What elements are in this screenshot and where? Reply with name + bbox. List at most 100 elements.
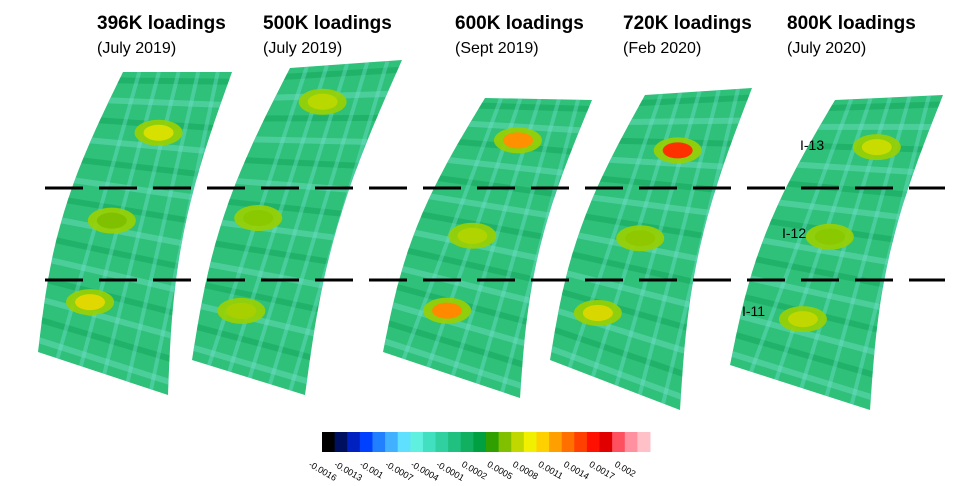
colorbar-tick-label: -0.0004 <box>409 459 440 483</box>
stripe <box>38 251 201 299</box>
stripe <box>38 290 197 346</box>
strain-detail <box>38 72 232 393</box>
panel-subtitle: (July 2020) <box>787 40 866 57</box>
colorbar-swatch <box>574 432 588 452</box>
stripe <box>849 95 931 405</box>
hotspot <box>625 230 656 247</box>
stripe <box>425 154 587 179</box>
colorbar-swatch <box>359 432 373 452</box>
stripe <box>242 114 400 122</box>
stripe <box>383 329 549 398</box>
stripe <box>383 242 559 288</box>
stripe <box>247 63 350 379</box>
hotspot <box>143 124 174 141</box>
colorbar-swatch <box>385 432 399 452</box>
panel-title: 396K loadings <box>97 13 226 34</box>
stripe <box>550 264 715 314</box>
stripe <box>808 100 943 112</box>
stripe <box>192 318 334 367</box>
colorbar-swatch <box>334 432 348 452</box>
colorbar-tick-label: 0.0008 <box>511 459 540 481</box>
colorbar-swatch <box>561 432 575 452</box>
colorbar-swatch <box>586 432 601 452</box>
colorbar-tick-label: 0.0011 <box>537 459 565 481</box>
panel-subtitle: (July 2019) <box>97 40 176 57</box>
strain-detail <box>192 60 402 392</box>
stripe <box>475 98 561 385</box>
colorbar-swatch <box>347 432 361 452</box>
hotspot <box>243 210 274 227</box>
stripe <box>550 300 711 362</box>
stripe <box>222 156 381 170</box>
stripe <box>43 193 211 228</box>
panel: 800K loadings (July 2020) <box>730 13 943 410</box>
hotspot <box>432 302 463 319</box>
colorbar-swatch <box>523 432 537 452</box>
hotspot <box>226 302 257 319</box>
colorbar-tick-label: -0.0007 <box>384 459 415 483</box>
stripe <box>774 160 938 177</box>
panel-subtitle: (Feb 2020) <box>623 40 701 57</box>
colorbar-swatch <box>511 432 525 452</box>
colorbar-tick-label: -0.0016 <box>307 459 338 483</box>
colorbar-swatch <box>599 432 613 452</box>
stripe <box>205 196 364 219</box>
colorbar-swatch <box>549 432 563 452</box>
stripe <box>192 338 331 391</box>
stripe <box>569 191 733 219</box>
colorbar-swatch <box>322 432 336 452</box>
stripe <box>587 155 746 172</box>
stripe <box>262 65 402 82</box>
colorbar-swatch <box>372 432 386 452</box>
panel-title: 720K loadings <box>623 13 752 34</box>
stripe <box>550 336 708 410</box>
panel-title: 800K loadings <box>787 13 916 34</box>
panel: 600K loadings (Sept 2019) <box>383 13 592 398</box>
stripe <box>737 233 914 270</box>
colorbar-tick-label: -0.0013 <box>333 459 364 483</box>
colorbar-swatch <box>473 432 487 452</box>
stripe <box>764 178 931 200</box>
stripe <box>550 245 718 291</box>
strain-detail <box>383 98 592 398</box>
colorbar-swatch <box>498 432 512 452</box>
dashed-lines <box>45 186 945 282</box>
colorbar-swatch <box>422 432 437 452</box>
stripe <box>637 89 721 396</box>
stripe <box>730 251 910 293</box>
stripe <box>608 117 752 126</box>
hotspot <box>75 294 106 311</box>
hotspot <box>582 304 613 321</box>
panel: 720K loadings (Feb 2020) <box>550 13 752 410</box>
panel-subtitle: (July 2019) <box>263 40 342 57</box>
colorbar-swatch <box>435 432 449 452</box>
colorbar-tick-label: 0.0014 <box>562 459 591 481</box>
hotspot <box>662 142 693 159</box>
colorbar-swatch <box>637 432 651 452</box>
stripe <box>415 172 580 201</box>
colorbar-swatch <box>460 432 474 452</box>
colorbar-swatch <box>410 432 424 452</box>
panel: 396K loadings (July 2019) <box>38 13 232 395</box>
hotspot <box>861 139 892 156</box>
stripe <box>447 119 592 135</box>
stripe <box>125 72 201 383</box>
stripe <box>458 101 592 113</box>
panel-title: 600K loadings <box>455 13 584 34</box>
stripe <box>38 232 203 275</box>
colorbar-tick-label: 0.0017 <box>588 459 617 481</box>
stripe <box>730 342 900 409</box>
stripe <box>192 257 346 293</box>
colorbar-tick-label: 0.002 <box>613 459 638 479</box>
strain-detail <box>550 88 752 410</box>
stripe <box>383 294 552 354</box>
stripe <box>192 277 342 318</box>
colorbar-swatch <box>624 432 638 452</box>
stripe <box>198 216 358 244</box>
colorbar-swatch <box>612 432 626 452</box>
stripe <box>38 309 196 370</box>
hotspot <box>814 228 845 245</box>
stripe <box>192 237 351 269</box>
stripe <box>550 282 713 338</box>
